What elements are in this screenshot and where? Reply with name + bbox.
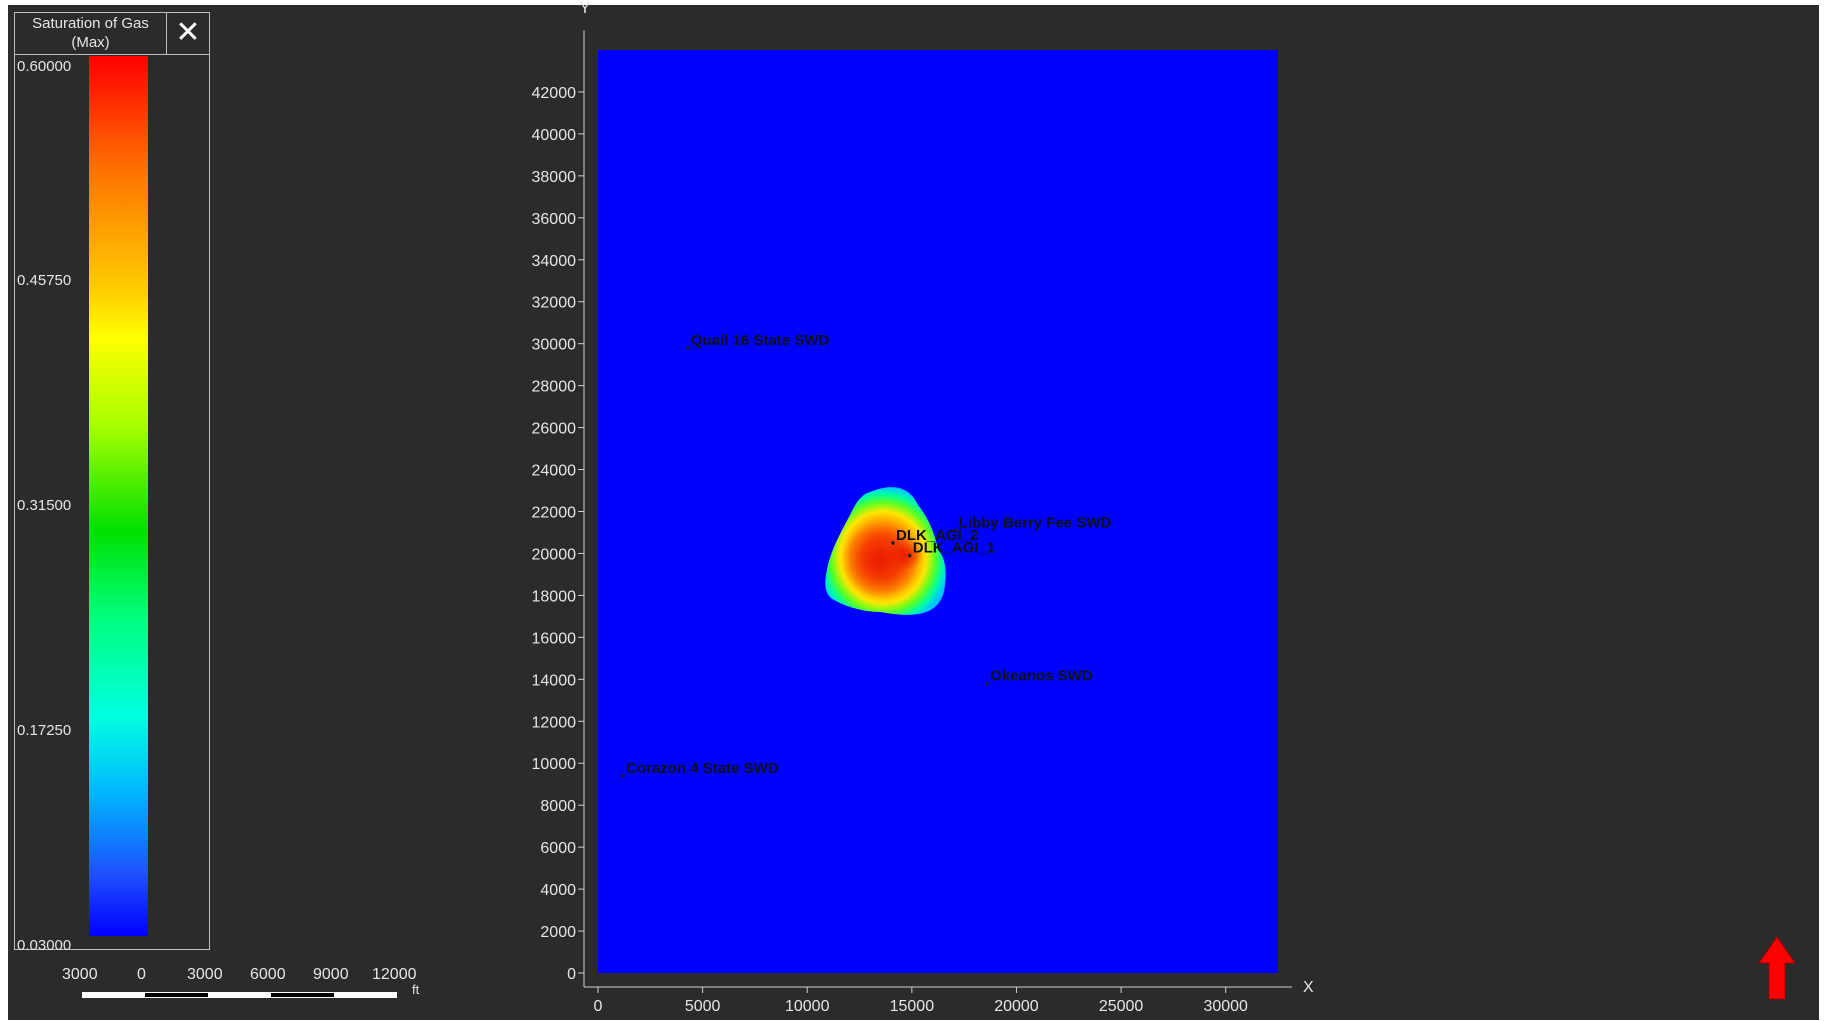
scalebar-segment bbox=[145, 992, 208, 998]
y-tick-label: 40000 bbox=[532, 127, 577, 144]
well-label: Libby Berry Fee SWD bbox=[959, 514, 1112, 531]
scalebar-label: 9000 bbox=[313, 966, 349, 983]
y-tick-label: 32000 bbox=[532, 295, 577, 312]
scalebar-label: 6000 bbox=[250, 966, 286, 983]
axes: Y X 0 2000 4000 6000 8000 10000 12000 14000 16000 1… bbox=[532, 0, 1315, 1015]
y-tick-label: 38000 bbox=[532, 169, 577, 186]
well-label: Corazon 4 State SWD bbox=[626, 760, 779, 777]
well-marker[interactable] bbox=[621, 774, 625, 778]
scalebar-segment bbox=[271, 992, 334, 998]
y-tick-label: 14000 bbox=[532, 672, 577, 689]
scalebar-segment bbox=[208, 992, 271, 998]
well-marker[interactable] bbox=[953, 528, 958, 533]
y-tick-label: 36000 bbox=[532, 211, 577, 228]
y-tick-label: 42000 bbox=[532, 85, 577, 102]
north-arrow-icon bbox=[1757, 935, 1797, 1006]
well-marker[interactable] bbox=[891, 541, 895, 545]
well-label: Quail 16 State SWD bbox=[691, 332, 830, 349]
y-tick-label: 24000 bbox=[532, 463, 577, 480]
y-tick-label: 6000 bbox=[540, 840, 576, 857]
legend-tick-2: 0.45750 bbox=[17, 272, 72, 289]
y-tick-label: 0 bbox=[567, 966, 576, 983]
y-tick-label: 2000 bbox=[540, 924, 576, 941]
scalebar-label: 12000 bbox=[372, 966, 417, 983]
well-label: Okeanos SWD bbox=[990, 668, 1093, 685]
y-tick-label: 8000 bbox=[540, 798, 576, 815]
y-tick-label: 18000 bbox=[532, 588, 577, 605]
y-tick-label: 22000 bbox=[532, 505, 577, 522]
scalebar-segment bbox=[334, 992, 397, 998]
legend-title-line1: Saturation of Gas bbox=[32, 15, 149, 32]
y-tick-label: 20000 bbox=[532, 546, 577, 563]
close-icon[interactable]: ✕ bbox=[167, 13, 209, 55]
well-marker[interactable] bbox=[686, 346, 690, 350]
y-tick-label: 12000 bbox=[532, 714, 577, 731]
x-tick-label: 30000 bbox=[1203, 998, 1248, 1015]
well-label: DLK_AGI_2 bbox=[896, 527, 979, 544]
legend-title: Saturation of Gas (Max) bbox=[15, 13, 167, 55]
gas-plume bbox=[825, 487, 946, 615]
colorbar bbox=[89, 56, 148, 936]
scalebar-label: 3000 bbox=[62, 966, 98, 983]
scalebar-segment bbox=[82, 992, 145, 998]
x-axis-name: X bbox=[1303, 979, 1314, 996]
y-tick-label: 28000 bbox=[532, 379, 577, 396]
scalebar-label: 3000 bbox=[187, 966, 223, 983]
scalebar-label: 0 bbox=[137, 966, 146, 983]
color-legend: Saturation of Gas (Max) ✕ 0.60000 0.4575… bbox=[14, 12, 210, 954]
well-label: DLK_AGI_1 bbox=[913, 540, 996, 557]
y-tick-label: 16000 bbox=[532, 630, 577, 647]
y-tick-label: 26000 bbox=[532, 421, 577, 438]
y-tick-label: 30000 bbox=[532, 337, 577, 354]
x-tick-label: 0 bbox=[594, 998, 603, 1015]
legend-tick-max: 0.60000 bbox=[17, 58, 72, 75]
x-tick-label: 20000 bbox=[994, 998, 1039, 1015]
legend-tick-4: 0.17250 bbox=[17, 722, 72, 739]
x-tick-label: 10000 bbox=[785, 998, 830, 1015]
x-tick-label: 25000 bbox=[1099, 998, 1144, 1015]
legend-tick-3: 0.31500 bbox=[17, 497, 72, 514]
legend-tick-min: 0.03000 bbox=[17, 937, 72, 954]
y-axis-name: Y bbox=[580, 0, 591, 17]
saturation-field bbox=[598, 50, 1278, 973]
y-tick-label: 4000 bbox=[540, 882, 576, 899]
y-tick-label: 34000 bbox=[532, 253, 577, 270]
y-tick-label: 10000 bbox=[532, 756, 577, 773]
well-marker[interactable] bbox=[907, 553, 912, 558]
plume-core bbox=[887, 539, 923, 571]
well-marker[interactable] bbox=[985, 681, 989, 686]
x-tick-label: 5000 bbox=[685, 998, 721, 1015]
scalebar-unit: ft bbox=[412, 982, 420, 997]
legend-title-line2: (Max) bbox=[71, 34, 110, 51]
scale-bar: 3000 0 3000 6000 9000 12000 ft bbox=[55, 966, 445, 1006]
x-tick-label: 15000 bbox=[890, 998, 935, 1015]
